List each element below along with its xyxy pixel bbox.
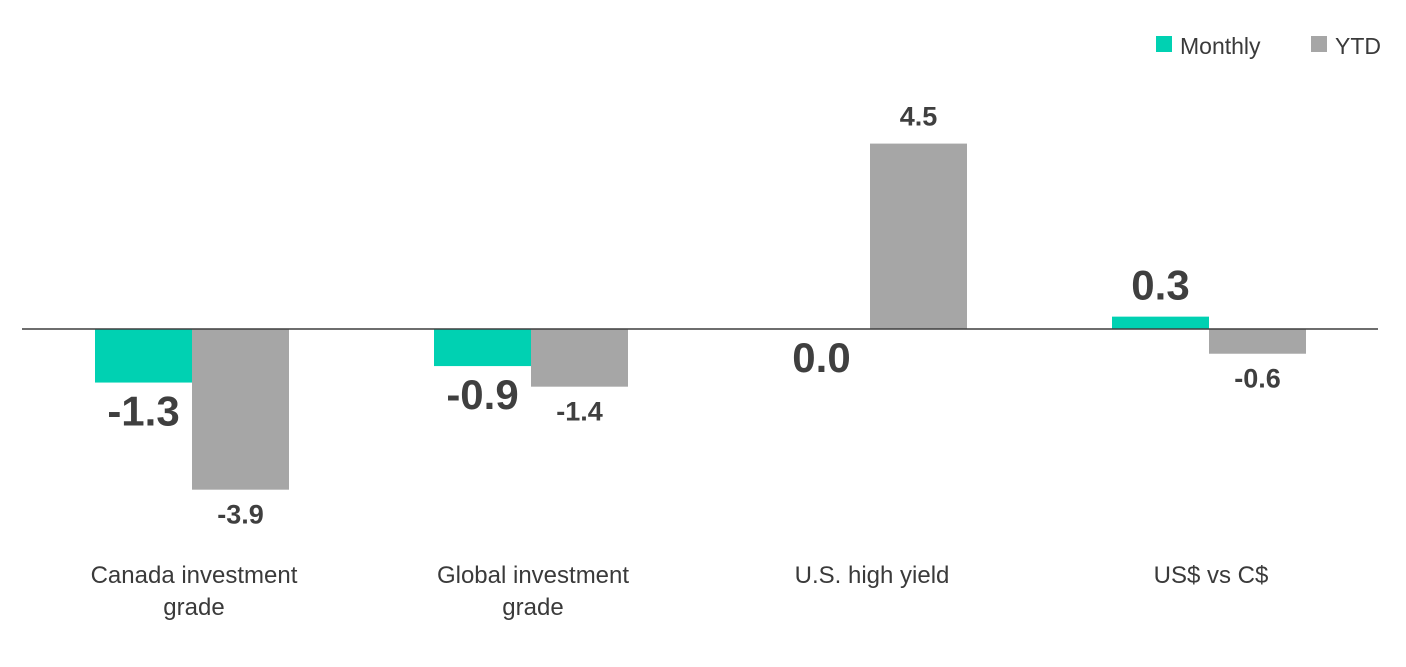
legend-label-ytd: YTD bbox=[1335, 33, 1381, 59]
legend-swatch-monthly bbox=[1156, 36, 1172, 52]
bar-monthly-canada-investment-grade bbox=[95, 329, 192, 383]
bar-ytd-canada-investment-grade bbox=[192, 329, 289, 490]
category-label-line: grade bbox=[163, 594, 224, 621]
category-label-line: Canada investment bbox=[91, 562, 298, 589]
bar-monthly-global-investment-grade bbox=[434, 329, 531, 366]
value-label-ytd-us-vs-c: -0.6 bbox=[1234, 364, 1281, 394]
category-label-line: grade bbox=[502, 594, 563, 621]
bar-ytd-global-investment-grade bbox=[531, 329, 628, 387]
category-label-canada-investment-grade: Canada investment grade bbox=[91, 562, 298, 621]
legend-label-monthly: Monthly bbox=[1180, 33, 1261, 59]
bars bbox=[95, 144, 1306, 490]
category-label-us-vs-c: US$ vs C$ bbox=[1154, 562, 1269, 589]
value-label-ytd-canada-investment-grade: -3.9 bbox=[217, 500, 264, 530]
bar-monthly-us-vs-c bbox=[1112, 317, 1209, 329]
legend-swatch-ytd bbox=[1311, 36, 1327, 52]
category-label-line: Global investment bbox=[437, 562, 629, 589]
category-label-line: U.S. high yield bbox=[795, 562, 950, 589]
value-label-ytd-global-investment-grade: -1.4 bbox=[556, 397, 603, 427]
value-label-monthly-canada-investment-grade: -1.3 bbox=[107, 388, 179, 435]
value-label-ytd-u-s-high-yield: 4.5 bbox=[900, 102, 938, 132]
category-labels: Canada investment grade Global investment g… bbox=[91, 562, 1269, 621]
value-label-monthly-global-investment-grade: -0.9 bbox=[446, 371, 518, 418]
bar-ytd-us-vs-c bbox=[1209, 329, 1306, 354]
category-label-global-investment-grade: Global investment grade bbox=[437, 562, 629, 621]
bar-ytd-u-s-high-yield bbox=[870, 144, 967, 329]
category-label-u-s-high-yield: U.S. high yield bbox=[795, 562, 950, 589]
legend: Monthly YTD bbox=[1156, 33, 1381, 59]
category-label-line: US$ vs C$ bbox=[1154, 562, 1269, 589]
value-label-monthly-us-vs-c: 0.3 bbox=[1131, 262, 1189, 309]
value-label-monthly-u-s-high-yield: 0.0 bbox=[792, 334, 850, 381]
